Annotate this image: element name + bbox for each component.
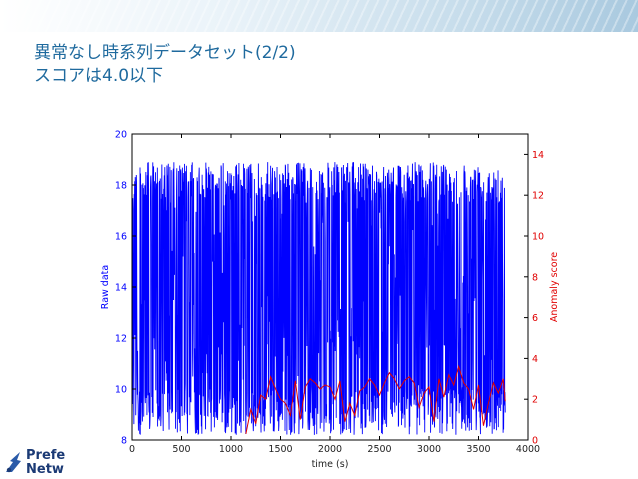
company-logo: Prefe Netw (4, 446, 72, 479)
y-left-tick-label: 14 (115, 283, 127, 294)
y-right-tick-label: 8 (532, 272, 538, 283)
raw-data-series (131, 162, 506, 435)
x-tick-label: 1000 (219, 444, 243, 455)
x-tick-label: 1500 (268, 444, 292, 455)
y-left-tick-label: 8 (121, 436, 127, 447)
x-tick-label: 3000 (417, 444, 441, 455)
y-right-tick-label: 2 (532, 395, 538, 406)
anomaly-score-line (245, 364, 506, 434)
y-right-tick-label: 0 (532, 436, 538, 447)
x-tick-label: 2500 (367, 444, 391, 455)
x-tick-label: 3500 (466, 444, 490, 455)
logo-text-line2: Netw (26, 462, 64, 477)
anomaly-score-series (245, 364, 506, 434)
axis-ticks: 0 500 1000 1500 2000 2500 3000 3500 4000 8 10 12 14 1… (115, 130, 544, 456)
raw-data-line (131, 162, 506, 435)
y-axis-left-label: Raw data (100, 265, 111, 309)
y-left-tick-label: 16 (115, 232, 127, 243)
y-right-tick-label: 6 (532, 313, 538, 324)
x-tick-label: 4000 (516, 444, 540, 455)
y-left-tick-label: 20 (115, 130, 127, 141)
slide-title: 異常なし時系列データセット(2/2) スコアは4.0以下 (34, 42, 296, 88)
y-axis-right-label: Anomaly score (549, 252, 560, 322)
y-left-tick-label: 12 (115, 334, 127, 345)
x-tick-label: 500 (172, 444, 190, 455)
y-left-tick-label: 18 (115, 181, 127, 192)
x-tick-label: 2000 (318, 444, 342, 455)
slide-title-line2: スコアは4.0以下 (34, 66, 164, 86)
y-right-tick-label: 4 (532, 354, 538, 365)
logo-text-line1: Prefe (26, 448, 66, 463)
x-tick-label: 0 (129, 444, 135, 455)
y-right-tick-label: 12 (532, 191, 544, 202)
header-band (0, 0, 638, 32)
slide-title-line1: 異常なし時系列データセット(2/2) (34, 43, 296, 63)
y-right-tick-label: 10 (532, 232, 544, 243)
y-left-tick-label: 10 (115, 385, 127, 396)
y-right-tick-label: 14 (532, 150, 544, 161)
x-axis-label: time (s) (312, 459, 349, 470)
logo-mark-icon (6, 452, 21, 473)
